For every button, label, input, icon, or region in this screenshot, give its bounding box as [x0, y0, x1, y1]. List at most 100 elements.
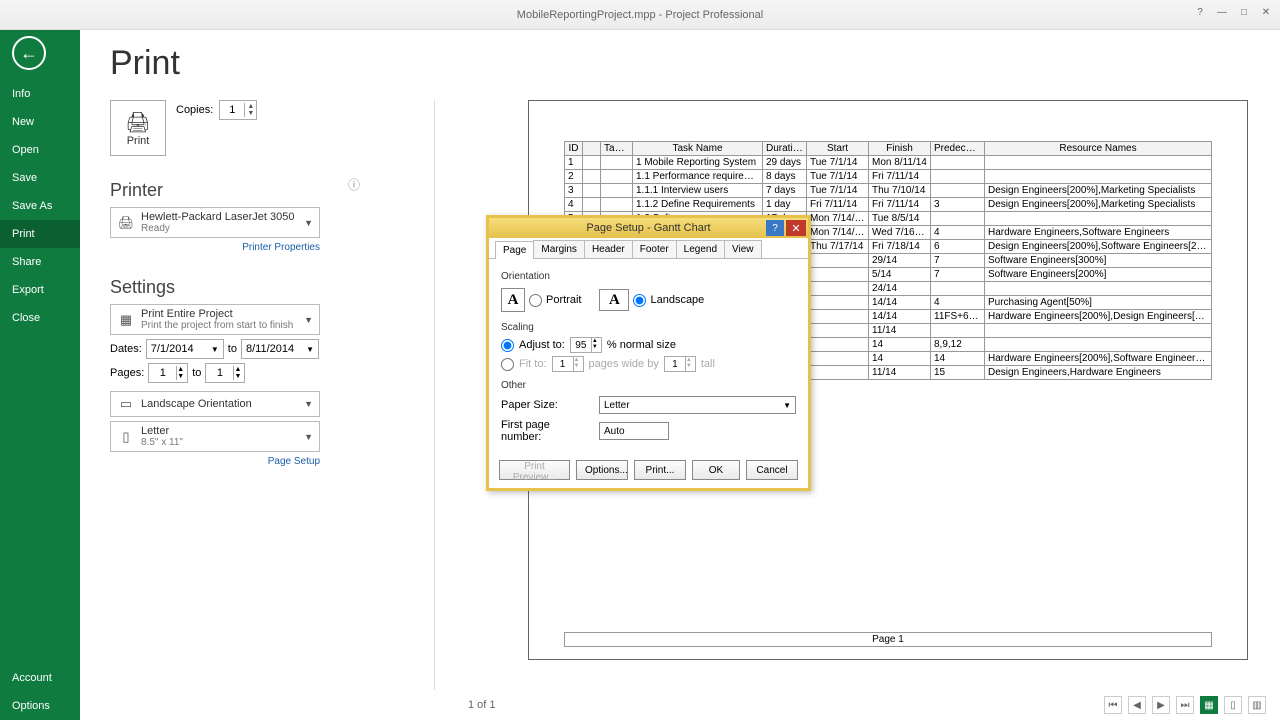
sidebar-item-options[interactable]: Options	[0, 692, 80, 720]
table-header: Start	[807, 142, 869, 156]
dialog-title: Page Setup - Gantt Chart	[586, 222, 710, 234]
table-header: Task Mode	[601, 142, 633, 156]
fit-wide-input[interactable]	[553, 357, 573, 371]
table-header	[583, 142, 601, 156]
maximize-icon[interactable]: □	[1234, 4, 1254, 20]
adjust-to-spinner[interactable]: ▲▼	[570, 337, 602, 353]
portrait-label: Portrait	[546, 294, 581, 306]
print-scope-select[interactable]: ▦ Print Entire Project Print the project…	[110, 304, 320, 335]
preview-page-footer: Page 1	[564, 632, 1212, 647]
sidebar-item-account[interactable]: Account	[0, 664, 80, 692]
chevron-down-icon: ▼	[304, 432, 313, 442]
scope-title: Print Entire Project	[141, 308, 304, 320]
page-from[interactable]: 1▲▼	[148, 363, 188, 383]
prev-page-icon[interactable]: ◀	[1128, 696, 1146, 714]
landscape-label: Landscape	[650, 294, 704, 306]
printer-info-icon[interactable]: ⓘ	[348, 176, 360, 193]
last-page-icon[interactable]: ⏭	[1176, 696, 1194, 714]
multi-page-icon[interactable]: ▥	[1248, 696, 1266, 714]
first-page-icon[interactable]: ⏮	[1104, 696, 1122, 714]
page-setup-dialog: Page Setup - Gantt Chart ? ✕ PageMargins…	[486, 215, 811, 491]
tab-margins[interactable]: Margins	[533, 240, 585, 258]
back-button[interactable]: ←	[12, 36, 46, 70]
orientation-group-label: Orientation	[501, 271, 796, 282]
adjust-to-radio[interactable]	[501, 339, 514, 352]
page-setup-link[interactable]: Page Setup	[110, 456, 320, 467]
adjust-to-label: Adjust to:	[519, 339, 565, 351]
dialog-close-button[interactable]: ✕	[786, 220, 806, 236]
pages-to-label: to	[192, 367, 201, 379]
dialog-help-button[interactable]: ?	[766, 220, 784, 236]
close-icon[interactable]: ✕	[1256, 4, 1276, 20]
sidebar-item-new[interactable]: New	[0, 108, 80, 136]
other-group-label: Other	[501, 380, 796, 391]
date-to[interactable]: 8/11/2014▼	[241, 339, 319, 359]
printer-name: Hewlett-Packard LaserJet 3050	[141, 211, 304, 223]
printer-heading: Printer	[110, 180, 360, 201]
scaling-group-label: Scaling	[501, 322, 796, 333]
fit-wide-spinner[interactable]: ▲▼	[552, 356, 584, 372]
table-header: Finish	[869, 142, 931, 156]
fit-to-radio[interactable]	[501, 358, 514, 371]
preview-bottom-bar: 1 of 1 ⏮ ◀ ▶ ⏭ ▦ ▯ ▥	[434, 690, 1280, 720]
fit-tall-input[interactable]	[665, 357, 685, 371]
to-label: to	[228, 343, 237, 355]
sidebar-item-info[interactable]: Info	[0, 80, 80, 108]
tab-view[interactable]: View	[724, 240, 762, 258]
sidebar-item-open[interactable]: Open	[0, 136, 80, 164]
app-titlebar: MobileReportingProject.mpp - Project Pro…	[0, 0, 1280, 30]
paper-select[interactable]: ▯ Letter 8.5" x 11" ▼	[110, 421, 320, 452]
help-icon[interactable]: ?	[1190, 4, 1210, 20]
printer-properties-link[interactable]: Printer Properties	[110, 242, 320, 253]
copies-spinner[interactable]: ▲▼	[219, 100, 257, 120]
orientation-select[interactable]: ▭ Landscape Orientation ▼	[110, 391, 320, 417]
date-from[interactable]: 7/1/2014▼	[146, 339, 224, 359]
fit-tall-spinner[interactable]: ▲▼	[664, 356, 696, 372]
settings-heading: Settings	[110, 277, 360, 298]
portrait-icon: A	[501, 288, 525, 312]
landscape-icon: A	[599, 289, 629, 311]
sidebar-item-export[interactable]: Export	[0, 276, 80, 304]
print-button[interactable]: 🖨 Print	[110, 100, 166, 156]
sidebar-item-save[interactable]: Save	[0, 164, 80, 192]
table-row: 11 Mobile Reporting System29 daysTue 7/1…	[565, 156, 1212, 170]
landscape-radio[interactable]	[633, 294, 646, 307]
copies-label: Copies:	[176, 104, 213, 116]
table-row: 4 1.1.2 Define Requirements1 dayFri 7/11…	[565, 198, 1212, 212]
fit-suffix: tall	[701, 358, 715, 370]
ok-button[interactable]: OK	[692, 460, 740, 480]
sidebar-item-save-as[interactable]: Save As	[0, 192, 80, 220]
zoom-page-icon[interactable]: ▦	[1200, 696, 1218, 714]
options-button[interactable]: Options...	[576, 460, 628, 480]
paper-size-select[interactable]: Letter▼	[599, 396, 796, 414]
copies-input[interactable]	[220, 104, 244, 116]
dialog-print-button[interactable]: Print...	[634, 460, 686, 480]
cancel-button[interactable]: Cancel	[746, 460, 798, 480]
tab-header[interactable]: Header	[584, 240, 633, 258]
one-page-icon[interactable]: ▯	[1224, 696, 1242, 714]
adjust-to-input[interactable]	[571, 338, 591, 352]
sidebar-item-close[interactable]: Close	[0, 304, 80, 332]
fit-to-label: Fit to:	[519, 358, 547, 370]
pages-label: Pages:	[110, 367, 144, 379]
table-header: ID	[565, 142, 583, 156]
first-page-input[interactable]	[599, 422, 669, 440]
portrait-radio[interactable]	[529, 294, 542, 307]
print-button-label: Print	[127, 135, 150, 147]
table-header: Predecessors	[931, 142, 985, 156]
print-preview-button[interactable]: Print Preview...	[499, 460, 570, 480]
orientation-title: Landscape Orientation	[141, 398, 304, 410]
tab-page[interactable]: Page	[495, 241, 534, 259]
tab-legend[interactable]: Legend	[676, 240, 725, 258]
window-controls: ? — □ ✕	[1190, 4, 1276, 20]
dates-label: Dates:	[110, 343, 142, 355]
tab-footer[interactable]: Footer	[632, 240, 677, 258]
next-page-icon[interactable]: ▶	[1152, 696, 1170, 714]
minimize-icon[interactable]: —	[1212, 4, 1232, 20]
sidebar-item-print[interactable]: Print	[0, 220, 80, 248]
printer-select[interactable]: 🖨 Hewlett-Packard LaserJet 3050 Ready ▼	[110, 207, 320, 238]
sidebar-item-share[interactable]: Share	[0, 248, 80, 276]
page-to[interactable]: 1▲▼	[205, 363, 245, 383]
first-page-label: First page number:	[501, 419, 591, 443]
table-header: Task Name	[633, 142, 763, 156]
